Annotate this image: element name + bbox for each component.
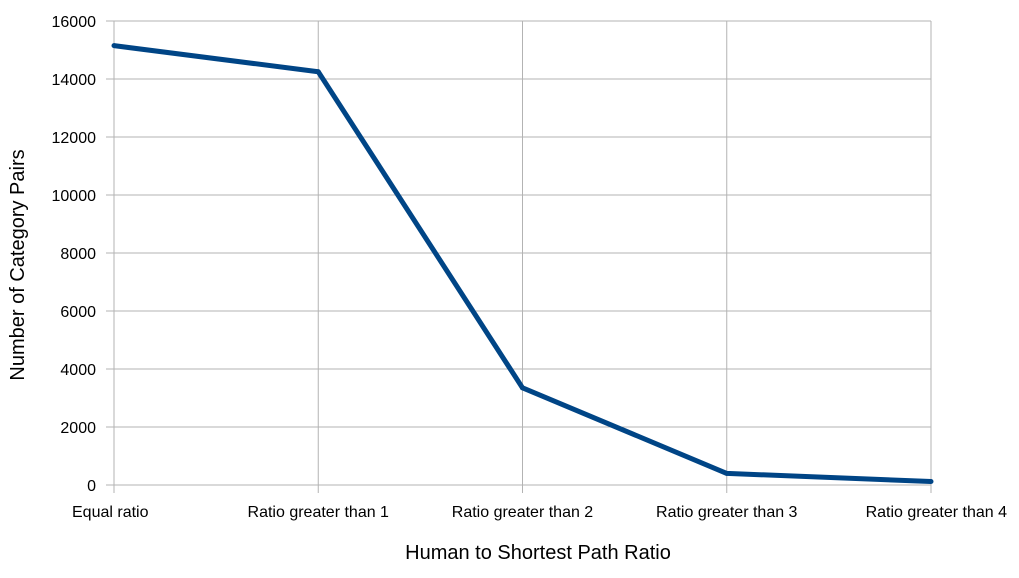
data-point: [315, 69, 321, 75]
data-point: [928, 479, 934, 485]
x-tick-label: Ratio greater than 2: [452, 504, 594, 521]
data-point: [520, 385, 525, 391]
x-tick-label: Ratio greater than 1: [248, 504, 390, 521]
data-point: [724, 470, 730, 476]
data-point: [111, 43, 117, 49]
x-axis-title: Human to Shortest Path Ratio: [405, 542, 671, 564]
x-tick-labels: Equal ratio Ratio greater than 1 Ratio gre…: [72, 504, 1007, 521]
y-tick-label: 16000: [52, 14, 97, 31]
y-tick-label: 6000: [60, 304, 96, 321]
y-tick-label: 10000: [52, 188, 97, 205]
x-tick-label: Equal ratio: [72, 504, 149, 521]
y-tick-label: 0: [87, 478, 96, 495]
y-tick-label: 8000: [60, 246, 96, 263]
y-tick-label: 2000: [60, 420, 96, 437]
y-tick-labels: 0 2000 4000 6000 8000 10000 12000 14000 16000: [52, 14, 97, 495]
x-tick-label: Ratio greater than 3: [656, 504, 798, 521]
y-axis-title: Number of Category Pairs: [7, 149, 29, 380]
series-layer: [111, 43, 934, 485]
y-tick-label: 4000: [60, 362, 96, 379]
y-tick-label: 12000: [52, 130, 97, 147]
y-tick-label: 14000: [52, 72, 97, 89]
x-gridlines: [113, 21, 932, 493]
x-tick-label: Ratio greater than 4: [866, 504, 1008, 521]
